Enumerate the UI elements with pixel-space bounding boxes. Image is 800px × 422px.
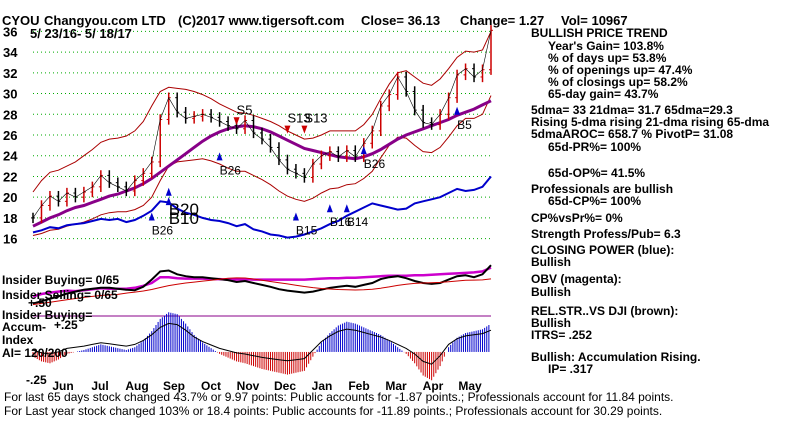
month-label: Sep	[163, 379, 185, 393]
month-label: Mar	[385, 379, 407, 393]
signal-arrow	[301, 125, 308, 134]
panel-line: Bullish	[531, 316, 572, 330]
ma65-line	[32, 99, 492, 228]
indicator-label: +.50	[28, 296, 52, 310]
header-vol: Vol= 10967	[561, 13, 628, 28]
signal-label: B26	[364, 157, 386, 171]
price-tick-label: 20	[3, 190, 17, 205]
month-label: Feb	[348, 379, 369, 393]
month-label: Jun	[52, 379, 73, 393]
price-tick-label: 34	[3, 45, 18, 60]
month-label: Jul	[91, 379, 108, 393]
month-label: Oct	[201, 379, 221, 393]
indicator-label: Index	[2, 333, 34, 347]
signal-label: S5	[237, 102, 253, 117]
indicator-label: Accum-	[2, 320, 47, 334]
signal-arrow	[165, 187, 172, 196]
signal-label: S13	[287, 111, 310, 126]
signal-arrow	[216, 152, 223, 161]
signal-arrow	[454, 106, 461, 115]
signal-label: B26	[152, 223, 174, 237]
relative-strength-line	[32, 264, 492, 305]
price-tick-label: 26	[3, 128, 17, 143]
indicator-label: Insider Buying= 0/65	[2, 273, 120, 287]
price-tick-label: 36	[3, 24, 17, 39]
panel-line: CP%vsPr%= 0%	[531, 211, 623, 225]
relative-strength-ma	[32, 277, 492, 306]
price-tick-label: 30	[3, 87, 17, 102]
panel-line: 5dma= 33 21dma= 31.7 65dma=29.3	[531, 103, 733, 117]
price-tick-label: 22	[3, 169, 17, 184]
panel-line: 65d-PR%= 100%	[548, 140, 642, 154]
header-company: Changyou.com LTD	[44, 13, 166, 28]
signal-label: B10	[169, 209, 199, 228]
indicator-label: Insider Buying=	[2, 308, 93, 322]
accum-ma-line	[32, 322, 492, 365]
signal-arrow	[326, 204, 333, 213]
month-label: Jan	[312, 379, 333, 393]
indicator-label: +.25	[54, 318, 78, 332]
panel-line: Year's Gain= 103.8%	[548, 39, 664, 53]
month-label: Nov	[237, 379, 260, 393]
price-tick-label: 28	[3, 107, 17, 122]
header-close: Close= 36.13	[361, 13, 441, 28]
panel-line: ITRS= .252	[531, 328, 593, 342]
signal-label: B15	[296, 223, 318, 237]
lower-band-line	[32, 95, 492, 236]
panel-line: BULLISH PRICE TREND	[531, 26, 668, 40]
panel-line: Professionals are bullish	[531, 182, 674, 196]
price-tick-label: 18	[3, 211, 17, 226]
signal-arrow	[284, 125, 291, 134]
panel-line: 65d-CP%= 100%	[548, 194, 642, 208]
month-label: Apr	[423, 379, 444, 393]
price-tick-label: 16	[3, 232, 17, 247]
indicator-label: Insider Selling= 0/65	[2, 288, 118, 302]
upper-band-line	[32, 31, 492, 193]
signal-label: B26	[220, 163, 242, 177]
signal-label: B5	[457, 118, 472, 132]
panel-line: % of openings up= 47.4%	[548, 63, 693, 77]
panel-line: Bullish	[531, 285, 572, 299]
panel-line: IP= .317	[548, 362, 594, 376]
price-tick-label: 24	[3, 149, 18, 164]
signal-arrow	[343, 204, 350, 213]
date-range: 5/ 23/16- 5/ 18/17	[30, 26, 132, 41]
panel-line: Rising 5-dma rising 21-dma rising 65-dma	[531, 115, 770, 129]
panel-line: Strength Profess/Pub= 6.3	[531, 227, 681, 241]
indicator-label: AI= 120/200	[2, 346, 68, 360]
price-close-line	[32, 30, 492, 219]
month-label: Dec	[274, 379, 296, 393]
signal-label: B20	[169, 200, 199, 219]
header-change: Change= 1.27	[460, 13, 545, 28]
panel-line: % of closings up= 58.2%	[548, 75, 688, 89]
header-ticker: CYOU	[2, 13, 40, 28]
panel-line: % of days up= 53.8%	[548, 51, 667, 65]
signal-label: B14	[347, 215, 369, 229]
footer-line1: For last 65 days stock changed 43.7% or …	[4, 390, 674, 404]
panel-line: REL.STR..VS DJI (brown):	[531, 304, 679, 318]
signal-arrow	[148, 212, 155, 221]
panel-line: 5dmaAROC= 658.7 % PivotP= 31.08	[531, 127, 734, 141]
price-tick-label: 32	[3, 66, 17, 81]
footer-line2: For Last year stock changed 103% or 18.4…	[4, 404, 663, 418]
signal-arrow	[360, 146, 367, 155]
panel-line: 65-day gain= 43.7%	[548, 87, 659, 101]
signal-label: S13	[304, 111, 327, 126]
indicator-label: -.25	[26, 373, 47, 387]
signal-label: B16	[330, 215, 352, 229]
header-copyright: (C)2017 www.tigersoft.com	[178, 13, 345, 28]
signal-arrow	[233, 117, 240, 126]
signal-arrow	[165, 197, 172, 206]
panel-line: 65d-OP%= 41.5%	[548, 166, 646, 180]
closing-power-line	[32, 175, 492, 239]
signal-arrow	[292, 212, 299, 221]
panel-line: Bullish: Accumulation Rising.	[531, 350, 701, 364]
panel-line: CLOSING POWER (blue):	[531, 243, 675, 257]
month-label: Aug	[125, 379, 148, 393]
panel-line: OBV (magenta):	[531, 272, 622, 286]
month-label: May	[458, 379, 482, 393]
panel-line: Bullish	[531, 255, 572, 269]
